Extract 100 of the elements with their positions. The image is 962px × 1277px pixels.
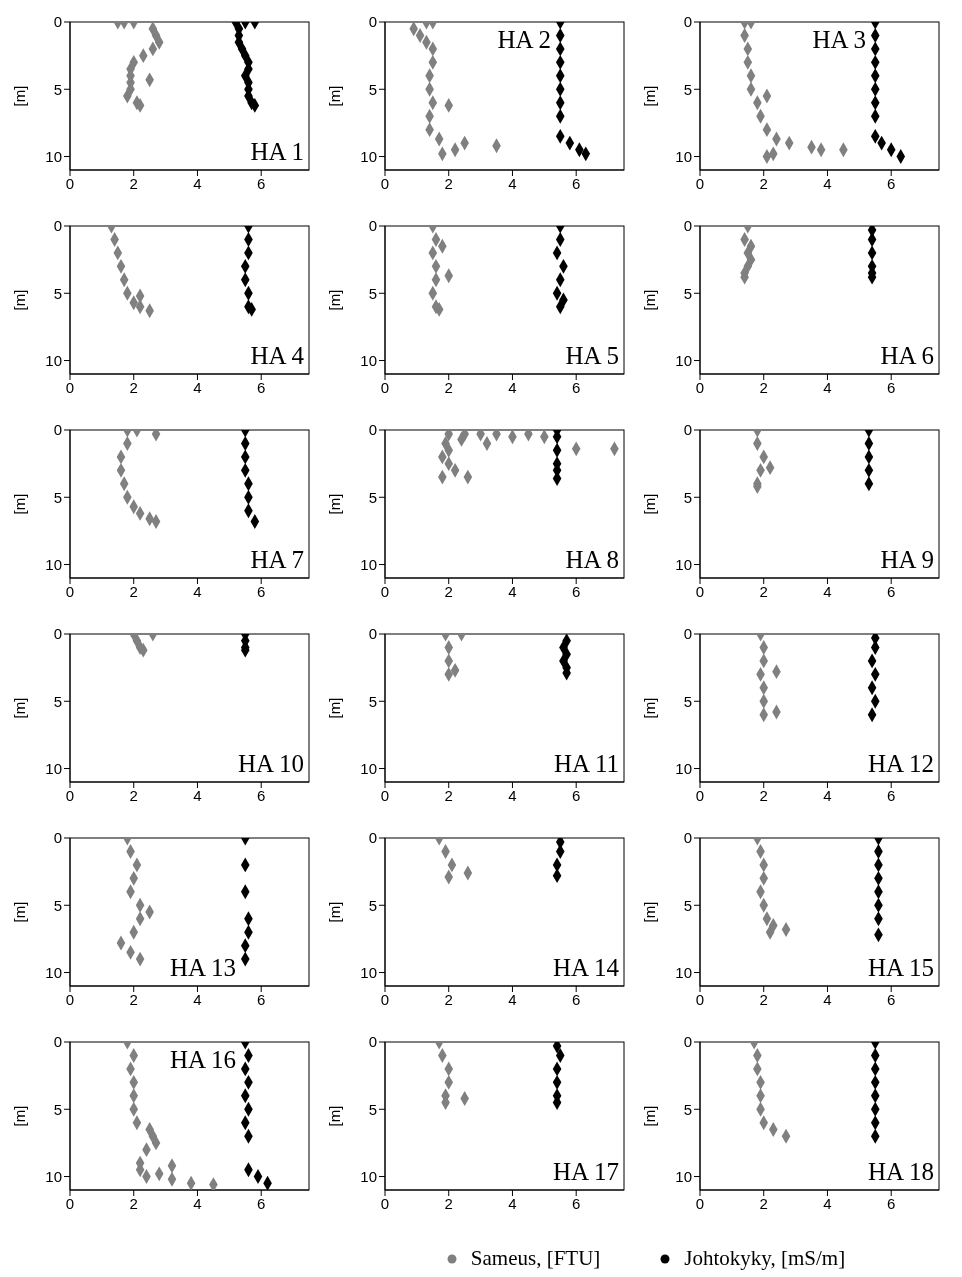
y-tick-label: 10 <box>360 1167 377 1185</box>
y-tick-label: 10 <box>45 147 62 165</box>
y-tick-label: 5 <box>53 284 62 302</box>
y-tick-label: 5 <box>368 896 377 914</box>
y-tick-label: 0 <box>683 421 692 439</box>
y-tick-label: 0 <box>683 829 692 847</box>
y-tick-label: 10 <box>45 555 62 573</box>
y-tick-label: 0 <box>368 13 377 31</box>
x-tick-label: 0 <box>65 378 75 396</box>
x-tick-label: 6 <box>257 1194 266 1212</box>
y-axis-title: [m] <box>11 493 29 515</box>
x-tick-label: 4 <box>508 1194 517 1212</box>
x-tick-label: 0 <box>380 174 390 192</box>
y-axis-title: [m] <box>641 697 659 719</box>
y-tick-label: 5 <box>683 896 692 914</box>
y-axis-title: [m] <box>11 1105 29 1127</box>
x-tick-label: 0 <box>65 990 75 1008</box>
x-tick-label: 2 <box>759 786 768 804</box>
annotation: HA 9 <box>879 545 934 575</box>
annotation: HA 3 <box>811 25 866 55</box>
y-tick-label: 5 <box>53 692 62 710</box>
x-tick-label: 2 <box>759 990 768 1008</box>
y-tick-label: 10 <box>360 147 377 165</box>
x-tick-label: 6 <box>887 1194 896 1212</box>
y-tick-label: 5 <box>53 488 62 506</box>
y-tick-label: 0 <box>683 13 692 31</box>
y-tick-label: 10 <box>360 351 377 369</box>
x-tick-label: 4 <box>508 378 517 396</box>
annotation: HA 5 <box>564 341 619 371</box>
y-tick-label: 5 <box>683 1100 692 1118</box>
y-tick-label: 5 <box>53 80 62 98</box>
x-tick-label: 6 <box>572 174 581 192</box>
x-tick-label: 0 <box>65 786 75 804</box>
y-axis-title: [m] <box>641 1105 659 1127</box>
x-tick-label: 6 <box>257 990 266 1008</box>
x-tick-label: 6 <box>887 378 896 396</box>
x-tick-label: 6 <box>572 990 581 1008</box>
x-tick-label: 0 <box>695 378 705 396</box>
x-tick-label: 4 <box>508 786 517 804</box>
y-tick-label: 5 <box>683 80 692 98</box>
x-tick-label: 4 <box>823 990 832 1008</box>
x-tick-label: 4 <box>823 786 832 804</box>
annotation: HA 10 <box>237 749 304 779</box>
x-tick-label: 0 <box>380 1194 390 1212</box>
x-tick-label: 2 <box>129 582 138 600</box>
x-tick-label: 2 <box>444 1194 453 1212</box>
y-tick-label: 10 <box>45 351 62 369</box>
y-tick-label: 0 <box>368 829 377 847</box>
y-axis-title: [m] <box>326 1105 344 1127</box>
x-tick-label: 2 <box>759 582 768 600</box>
x-tick-label: 4 <box>193 1194 202 1212</box>
y-axis-title: [m] <box>326 85 344 107</box>
y-tick-label: 5 <box>368 284 377 302</box>
x-tick-label: 4 <box>193 582 202 600</box>
y-tick-label: 5 <box>53 1100 62 1118</box>
x-tick-label: 2 <box>759 174 768 192</box>
x-tick-label: 2 <box>759 1194 768 1212</box>
y-axis-title: [m] <box>641 289 659 311</box>
x-tick-label: 0 <box>380 378 390 396</box>
x-tick-label: 6 <box>887 990 896 1008</box>
x-tick-label: 6 <box>257 174 266 192</box>
x-tick-label: 0 <box>65 1194 75 1212</box>
x-tick-label: 0 <box>65 174 75 192</box>
y-tick-label: 10 <box>675 351 692 369</box>
x-tick-label: 4 <box>823 378 832 396</box>
y-tick-label: 5 <box>53 896 62 914</box>
x-tick-label: 2 <box>759 378 768 396</box>
y-tick-label: 0 <box>53 421 62 439</box>
x-tick-label: 4 <box>823 1194 832 1212</box>
x-tick-label: 4 <box>823 582 832 600</box>
x-tick-label: 0 <box>65 582 75 600</box>
annotation: HA 8 <box>564 545 619 575</box>
y-tick-label: 10 <box>675 963 692 981</box>
legend-label: Johtokyky, [mS/m] <box>684 1246 846 1271</box>
y-tick-label: 10 <box>45 759 62 777</box>
y-tick-label: 5 <box>368 692 377 710</box>
y-axis-title: [m] <box>11 85 29 107</box>
y-tick-label: 0 <box>683 1033 692 1051</box>
x-tick-label: 4 <box>193 174 202 192</box>
y-tick-label: 0 <box>368 625 377 643</box>
y-tick-label: 10 <box>360 963 377 981</box>
y-axis-title: [m] <box>11 289 29 311</box>
x-tick-label: 4 <box>823 174 832 192</box>
x-tick-label: 4 <box>508 582 517 600</box>
x-tick-label: 6 <box>257 378 266 396</box>
y-tick-label: 0 <box>53 829 62 847</box>
x-tick-label: 0 <box>380 990 390 1008</box>
x-tick-label: 0 <box>695 174 705 192</box>
x-tick-label: 0 <box>695 582 705 600</box>
annotation: HA 4 <box>249 341 304 371</box>
y-tick-label: 5 <box>368 488 377 506</box>
y-axis-title: [m] <box>641 85 659 107</box>
y-tick-label: 5 <box>368 1100 377 1118</box>
x-tick-label: 4 <box>508 990 517 1008</box>
x-tick-label: 6 <box>257 582 266 600</box>
y-tick-label: 10 <box>360 759 377 777</box>
y-axis-title: [m] <box>326 697 344 719</box>
x-tick-label: 4 <box>193 378 202 396</box>
y-tick-label: 0 <box>368 217 377 235</box>
x-tick-label: 6 <box>257 786 266 804</box>
